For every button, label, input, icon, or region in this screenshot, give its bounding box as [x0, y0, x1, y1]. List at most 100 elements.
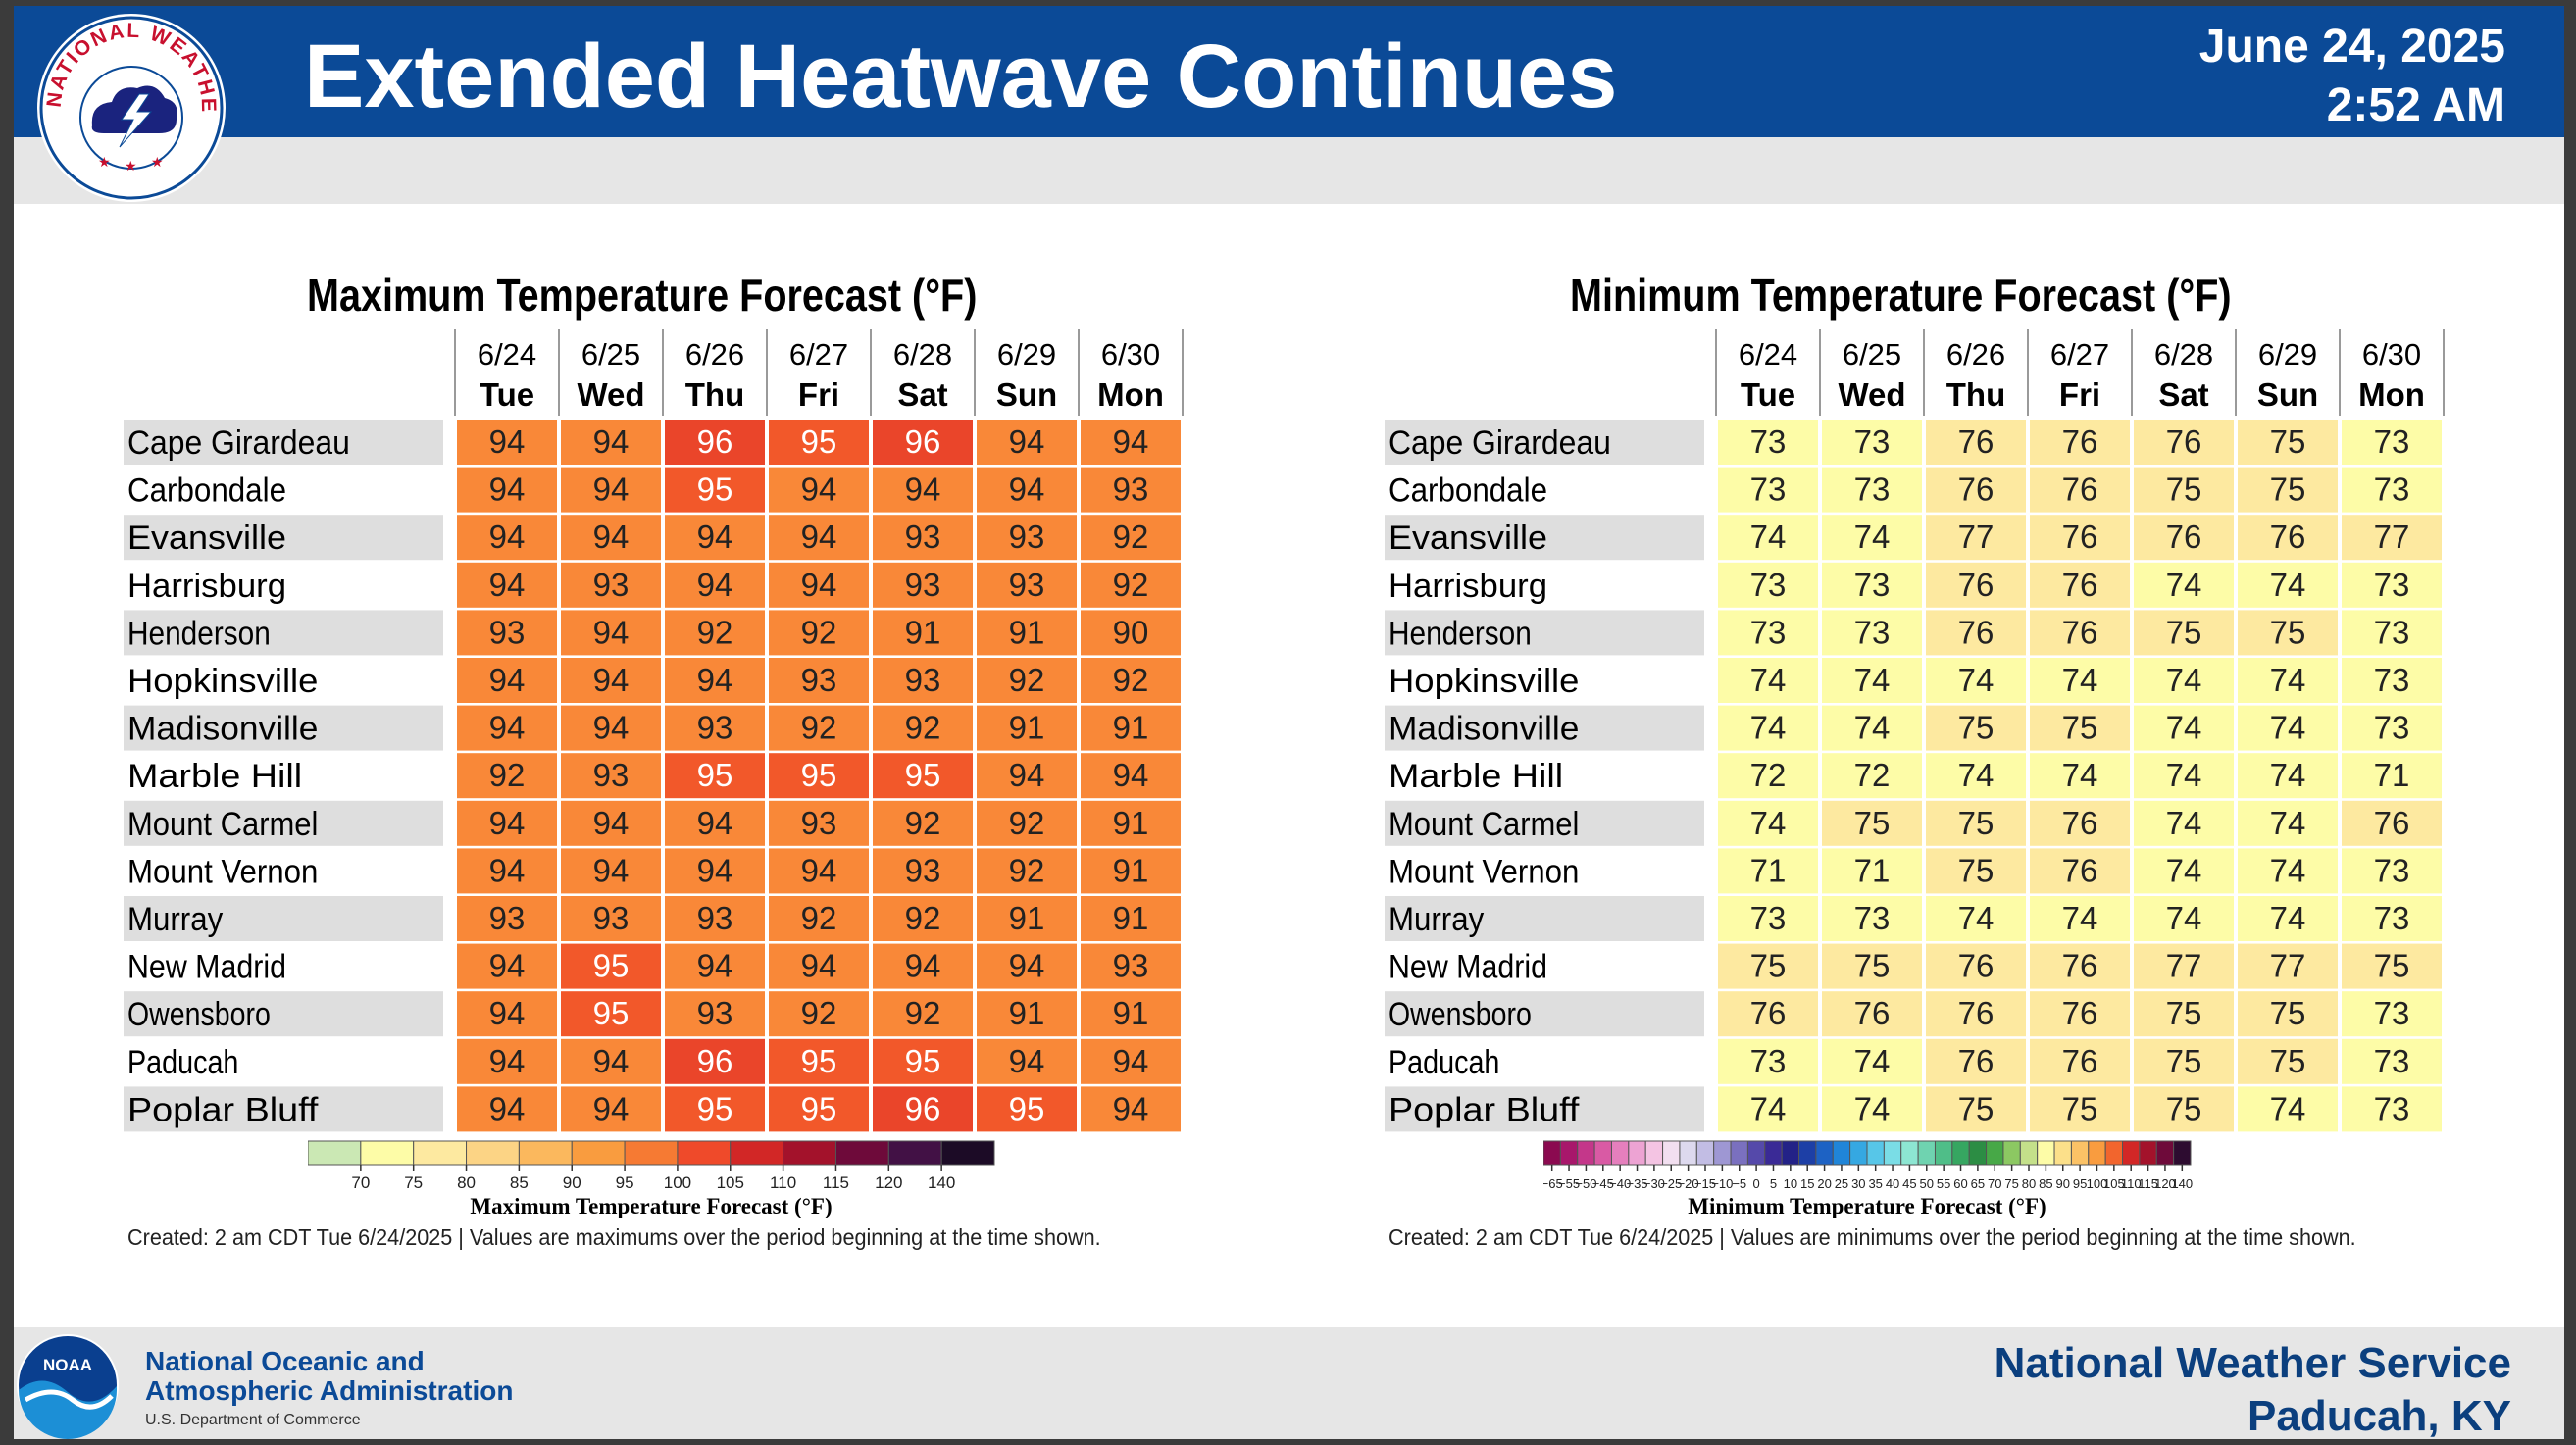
temp-cell [977, 658, 1077, 703]
column-day: Mon [2358, 376, 2425, 413]
temp-value: 75 [1854, 948, 1891, 984]
colorbar-tick-label: 0 [1752, 1176, 1759, 1191]
colorbar-swatch [1644, 1140, 1664, 1166]
temp-value: 91 [1009, 900, 1045, 936]
temp-cell [1718, 562, 1818, 608]
temp-cell [2030, 515, 2130, 561]
temp-value: 74 [2166, 757, 2202, 793]
temp-value: 75 [1958, 852, 1995, 888]
temp-cell [665, 467, 765, 513]
temp-cell [1718, 467, 1818, 513]
temp-value: 94 [1009, 1043, 1045, 1079]
colorbar-swatch [2088, 1140, 2106, 1166]
colorbar-swatch [1610, 1140, 1630, 1166]
temp-cell [873, 1086, 973, 1132]
temp-value: 94 [1009, 424, 1045, 460]
temp-cell [2342, 1038, 2442, 1084]
location-label: New Madrid [127, 949, 286, 986]
colorbar-tick-label: 100 [2087, 1176, 2108, 1191]
colorbar-swatch [2019, 1140, 2039, 1166]
row-stripe [1385, 1086, 1704, 1132]
temp-cell [769, 1038, 869, 1084]
header-bar: Extended Heatwave Continues June 24, 202… [14, 6, 2564, 137]
column-date: 6/27 [789, 337, 848, 372]
temp-cell [2134, 800, 2234, 846]
temp-value: 93 [489, 614, 526, 650]
colorbar-swatch [940, 1140, 995, 1166]
nws-footer-line-1: National Weather Service [1994, 1339, 2511, 1387]
temp-value: 73 [2374, 1043, 2410, 1079]
temp-value: 74 [2270, 662, 2306, 698]
temp-cell [1718, 1086, 1818, 1132]
column-day: Tue [1741, 376, 1795, 413]
temp-value: 94 [697, 519, 733, 555]
footer-bar: NOAA National Oceanic and Atmospheric Ad… [14, 1327, 2564, 1439]
temp-cell [1081, 896, 1181, 941]
temp-value: 74 [2270, 567, 2306, 603]
colorbar-swatch [1900, 1140, 1919, 1166]
temp-cell [2238, 1038, 2338, 1084]
temp-value: 94 [801, 519, 837, 555]
column-day: Sat [2158, 376, 2208, 413]
row-stripe [1385, 610, 1704, 656]
temp-value: 96 [697, 1043, 733, 1079]
colorbar-tick-label: −25 [1660, 1176, 1682, 1191]
colorbar-tick-label: −55 [1558, 1176, 1580, 1191]
temp-value: 92 [1113, 662, 1149, 698]
temp-value: 96 [905, 1090, 941, 1126]
temp-value: 95 [1009, 1090, 1045, 1126]
temp-cell [457, 848, 557, 894]
temp-value: 75 [1958, 1090, 1995, 1126]
temp-value: 95 [801, 1090, 837, 1126]
row-stripe [124, 420, 443, 465]
colorbar-swatch [360, 1140, 415, 1166]
temp-cell [2342, 420, 2442, 465]
temp-cell [665, 705, 765, 751]
temp-value: 74 [1854, 1043, 1891, 1079]
temp-cell [2238, 848, 2338, 894]
colorbar-tick-label: 110 [770, 1173, 796, 1192]
column-date: 6/27 [2050, 337, 2109, 372]
temp-cell [1081, 562, 1181, 608]
temp-value: 76 [2062, 995, 2098, 1031]
temp-cell [873, 991, 973, 1037]
temp-value: 95 [905, 1043, 941, 1079]
max-colorbar: 70 75 80 85 90 95 100 105 110 115 120 140 Maximum Te… [308, 1140, 995, 1218]
temp-value: 73 [1854, 614, 1891, 650]
location-label: Hopkinsville [127, 663, 318, 700]
colorbar-swatch [1849, 1140, 1868, 1166]
temp-cell [873, 515, 973, 561]
temp-value: 75 [2166, 995, 2202, 1031]
colorbar-swatch [2070, 1140, 2090, 1166]
colorbar-swatch [1577, 1140, 1595, 1166]
temp-cell [561, 705, 661, 751]
temp-value: 75 [2166, 614, 2202, 650]
temp-value: 94 [593, 1043, 630, 1079]
temp-cell [2134, 896, 2234, 941]
column-day: Sat [897, 376, 947, 413]
colorbar-tick-label: −20 [1678, 1176, 1699, 1191]
temp-cell [769, 610, 869, 656]
temp-value: 73 [1750, 472, 1787, 508]
temp-cell [2238, 896, 2338, 941]
temp-cell [561, 991, 661, 1037]
svg-text:★: ★ [151, 154, 164, 170]
temp-value: 75 [2166, 1090, 2202, 1126]
column-date: 6/24 [478, 337, 536, 372]
colorbar-tick-label: 35 [1868, 1176, 1882, 1191]
colorbar-label: Minimum Temperature Forecast (°F) [1688, 1194, 2046, 1218]
colorbar-swatch [1934, 1140, 1953, 1166]
temp-cell [1718, 420, 1818, 465]
temp-value: 93 [905, 567, 941, 603]
temp-cell [873, 943, 973, 989]
colorbar-swatch [518, 1140, 573, 1166]
nws-office: National Weather Service Paducah, KY [1995, 1337, 2511, 1439]
temp-value: 73 [2374, 472, 2410, 508]
temp-cell [1822, 991, 1922, 1037]
column-date: 6/26 [685, 337, 744, 372]
temp-cell [1822, 658, 1922, 703]
temp-value: 95 [593, 948, 630, 984]
temp-value: 94 [489, 805, 526, 841]
temp-value: 76 [2062, 614, 2098, 650]
temp-cell [2238, 467, 2338, 513]
